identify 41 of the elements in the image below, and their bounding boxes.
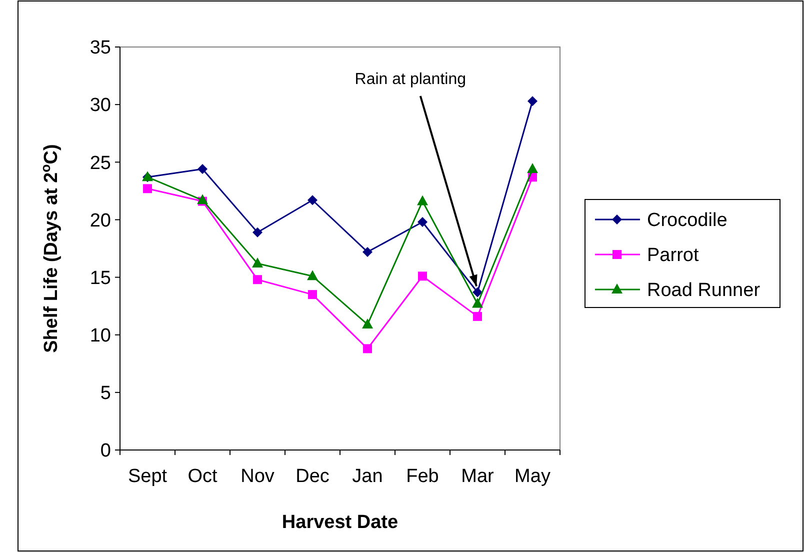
point — [362, 318, 373, 328]
point — [418, 217, 428, 228]
point — [418, 272, 427, 281]
point — [307, 270, 318, 280]
x-tick-label: Mar — [461, 466, 495, 487]
point — [472, 287, 482, 298]
point — [472, 298, 483, 308]
y-tick-label: 0 — [100, 440, 111, 462]
x-tick-label: Sept — [128, 466, 168, 487]
y-tick-label: 10 — [90, 326, 111, 347]
x-axis-title: Harvest Date — [282, 512, 398, 533]
x-tick-label: Jan — [352, 466, 383, 487]
x-tick-label: May — [514, 466, 551, 487]
y-tick-label: 15 — [90, 268, 111, 289]
x-tick-label: Feb — [406, 466, 439, 487]
y-tick-label: 35 — [90, 38, 111, 59]
point — [528, 96, 538, 106]
y-tick-label: 30 — [90, 95, 111, 116]
annotation: Rain at planting — [354, 71, 466, 88]
point — [308, 195, 318, 206]
point — [308, 290, 317, 300]
point — [363, 344, 372, 354]
y-tick-label: 20 — [90, 210, 111, 232]
point — [198, 164, 208, 174]
point — [527, 163, 538, 174]
point — [362, 246, 372, 257]
x-tick-label: Oct — [188, 466, 218, 487]
legend-label: Parrot — [647, 245, 700, 266]
point — [252, 227, 262, 238]
point — [252, 257, 263, 268]
point — [473, 312, 482, 321]
point — [197, 194, 208, 204]
y-tick-label: 25 — [90, 152, 111, 174]
y-tick-label: 5 — [100, 383, 111, 404]
point — [143, 184, 152, 194]
x-tick-label: Dec — [296, 466, 330, 487]
legend-label: Crocodile — [647, 210, 728, 232]
legend-label: Road Runner — [647, 280, 761, 302]
x-tick-label: Nov — [240, 466, 275, 487]
point — [253, 275, 262, 284]
point — [417, 195, 428, 206]
